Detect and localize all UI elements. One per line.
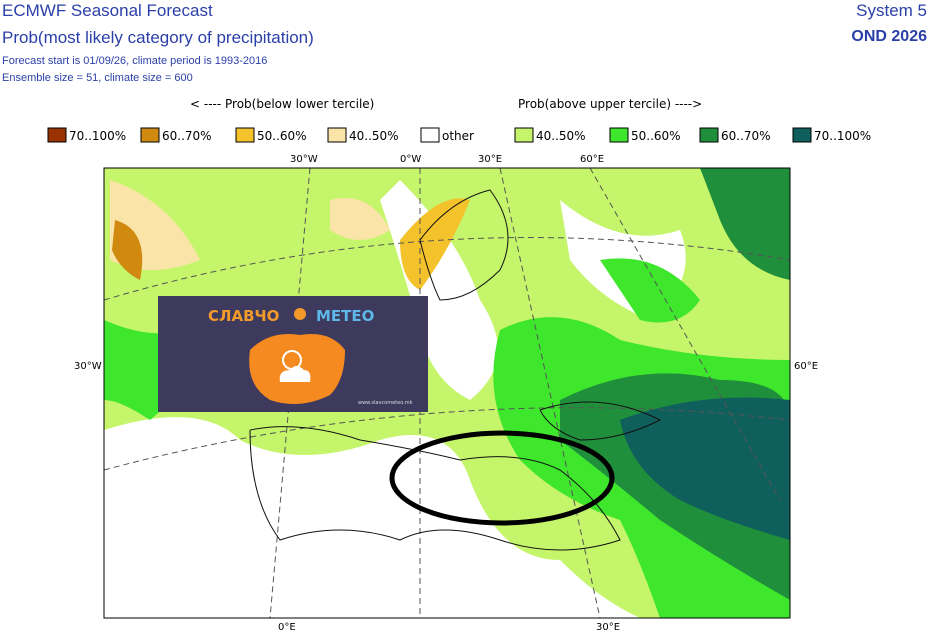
legend-label: 50..60% [631,129,681,143]
legend: 70..100% 60..70% 50..60% 40..50% other 40..50… [47,127,871,143]
ensemble-info: Ensemble size = 51, climate size = 600 [2,72,193,84]
lon-label: 0°W [400,154,421,165]
lat-label: 60°E [794,361,818,372]
legend-swatch [699,127,719,143]
legend-label: other [442,129,474,143]
legend-heading: Prob(above upper tercile) ----> [518,97,702,111]
legend-label: 40..50% [349,129,399,143]
lon-label: 30°E [596,622,620,633]
legend-label: 50..60% [257,129,307,143]
legend-swatch [420,127,440,143]
forecast-info: Forecast start is 01/09/26, climate peri… [2,55,268,67]
lon-label: 30°E [478,154,502,165]
legend-swatch [792,127,812,143]
system: System 5 [856,1,927,20]
logo: СЛАВЧО МЕТЕО www.slavcometeo.mk [158,296,428,412]
legend-label: 70..100% [814,129,871,143]
legend-swatch [47,127,67,143]
legend-swatch [514,127,534,143]
lon-label: 60°E [580,154,604,165]
legend-swatch [140,127,160,143]
logo-text: СЛАВЧО [208,307,279,325]
legend-heading: < ---- Prob(below lower tercile) [190,97,374,111]
legend-swatch [609,127,629,143]
legend-label: 60..70% [721,129,771,143]
legend-label: 40..50% [536,129,586,143]
lat-label: 30°W [74,361,102,372]
legend-label: 70..100% [69,129,126,143]
subtitle: Prob(most likely category of precipitati… [2,28,314,47]
legend-swatch [235,127,255,143]
lon-label: 0°E [278,622,296,633]
map [104,168,790,618]
lon-label: 30°W [290,154,318,165]
period: OND 2026 [851,28,927,45]
logo-url: www.slavcometeo.mk [358,400,413,406]
legend-label: 60..70% [162,129,212,143]
legend-swatch [327,127,347,143]
title: ECMWF Seasonal Forecast [2,1,213,20]
logo-text: МЕТЕО [316,307,374,325]
